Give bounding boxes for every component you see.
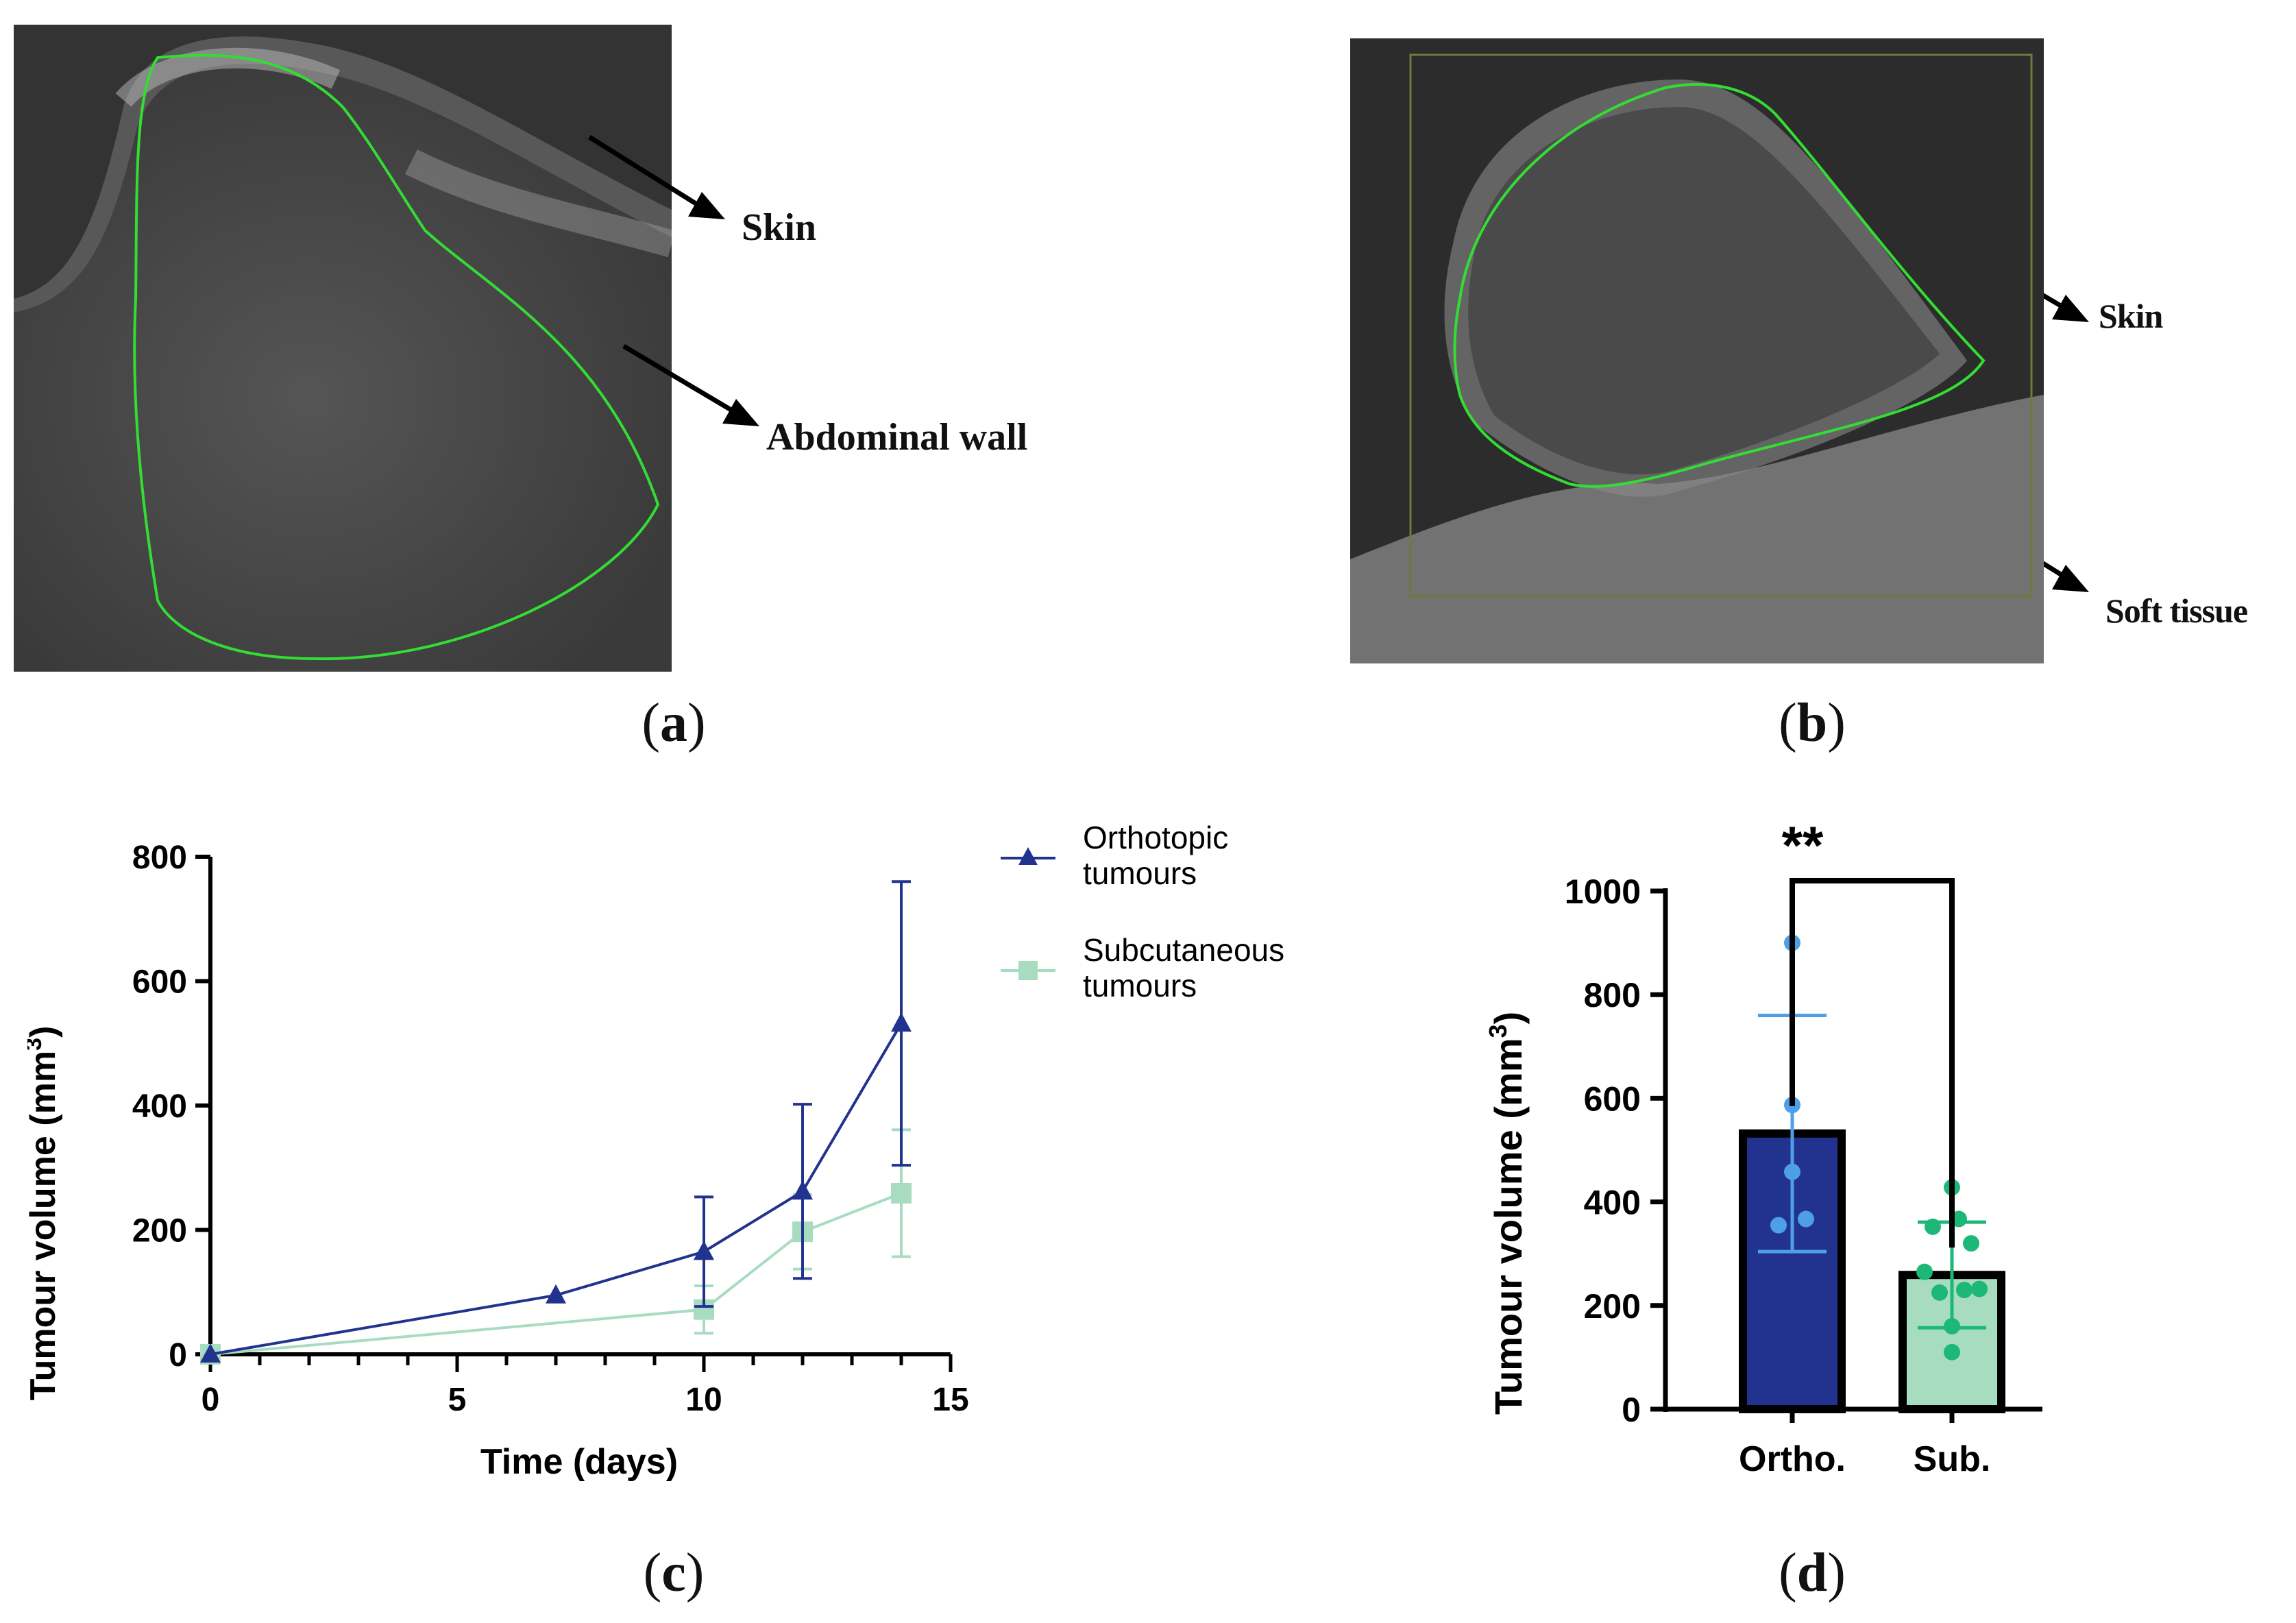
label-skin-b: Skin (2099, 297, 2163, 335)
d-y-tick-label: 200 (1584, 1287, 1641, 1326)
d-data-point (1784, 1163, 1800, 1180)
c-y-tick-label: 400 (132, 1088, 187, 1125)
d-y-tick-label: 600 (1584, 1079, 1641, 1118)
c-y-tick-label: 600 (132, 964, 187, 1001)
d-data-point (1956, 1282, 1973, 1299)
c-y-tick-label: 200 (132, 1213, 187, 1249)
label-skin-a: Skin (742, 206, 816, 249)
label-abdominal-wall: Abdominal wall (766, 416, 1028, 459)
c-x-tick-label: 15 (932, 1382, 968, 1418)
tumour-outline-a (133, 53, 660, 661)
d-data-point (1925, 1218, 1941, 1235)
legend-ortho-line1: Orthotopic (1083, 820, 1228, 855)
d-significance: ** (1782, 815, 1824, 875)
c-y-axis-label: Tumour volume (mm3) (27, 1026, 63, 1401)
c-series-line-sub (210, 1192, 902, 1356)
c-x-tick-label: 10 (685, 1382, 722, 1418)
ultrasound-image-a (14, 25, 672, 672)
c-point-ortho (792, 1180, 813, 1200)
panel-label-b: (b) (1779, 693, 1846, 753)
d-axes: 0 200 400 600 800 1000 Ortho. Sub. (1565, 872, 2042, 1479)
panel-letter-c: c (661, 1543, 686, 1603)
c-point-ortho (200, 1343, 221, 1363)
c-y-tick-label: 800 (132, 840, 187, 876)
d-x-tick-label: Sub. (1914, 1439, 1991, 1479)
c-point-ortho (891, 1012, 912, 1032)
label-soft-tissue: Soft tissue (2105, 591, 2248, 630)
d-y-tick-label: 400 (1584, 1184, 1641, 1222)
panel-letter-a: a (660, 693, 687, 753)
d-y-tick-label: 1000 (1565, 872, 1641, 911)
line-chart-c: Tumour volume (mm3) Time (days) 0 200 400 6… (27, 820, 1284, 1482)
d-data-point (1971, 1280, 1988, 1297)
c-legend: Orthotopic tumours Subcutaneous tumours (1001, 820, 1284, 1003)
c-series-line-ortho (210, 1023, 903, 1356)
d-x-tick-label: Ortho. (1739, 1439, 1846, 1479)
legend-sub-line2: tumours (1083, 968, 1197, 1003)
d-data-point (1944, 1343, 1960, 1360)
c-axes: 0 200 400 600 800 0 5 10 15 (132, 840, 969, 1418)
c-x-tick-label: 5 (448, 1382, 467, 1418)
c-point-ortho (546, 1284, 566, 1304)
ultrasound-b-graphic (1350, 38, 2044, 663)
c-marks (200, 880, 912, 1365)
panel-letter-b: b (1796, 693, 1828, 753)
d-y-axis-label: Tumour volume (mm3) (1484, 1012, 1530, 1415)
d-data-point (1916, 1263, 1933, 1280)
panel-label-d: (d) (1779, 1543, 1846, 1603)
legend-marker-sub (1018, 961, 1038, 980)
panel-label-a: (a) (642, 693, 706, 753)
bar-chart-d: Tumour volume (mm3) 0 200 400 600 800 1000 Ort… (1484, 815, 2042, 1479)
d-y-tick-label: 800 (1584, 976, 1641, 1014)
d-data-point (1944, 1318, 1960, 1335)
c-y-tick-label: 0 (169, 1337, 187, 1374)
d-data-point (1770, 1217, 1787, 1234)
legend-marker-ortho (1018, 847, 1038, 865)
d-marks (1739, 878, 2005, 1413)
legend-sub-line1: Subcutaneous (1083, 932, 1284, 968)
panel-label-c: (c) (643, 1543, 705, 1603)
d-y-tick-label: 0 (1622, 1391, 1641, 1429)
ultrasound-image-b (1350, 38, 2044, 663)
c-x-axis-label: Time (days) (480, 1442, 678, 1482)
d-significance-bracket (1790, 878, 1955, 1248)
d-data-point (1931, 1284, 1948, 1301)
c-point-sub (891, 1182, 912, 1204)
c-point-ortho (694, 1241, 714, 1260)
c-x-tick-label: 0 (201, 1382, 220, 1418)
tumour-outline-b (1453, 83, 1986, 488)
d-data-point (1963, 1235, 1979, 1252)
panel-letter-d: d (1796, 1543, 1828, 1603)
d-data-point (1798, 1210, 1814, 1228)
legend-ortho-line2: tumours (1083, 855, 1197, 891)
ultrasound-a-graphic (14, 25, 672, 672)
